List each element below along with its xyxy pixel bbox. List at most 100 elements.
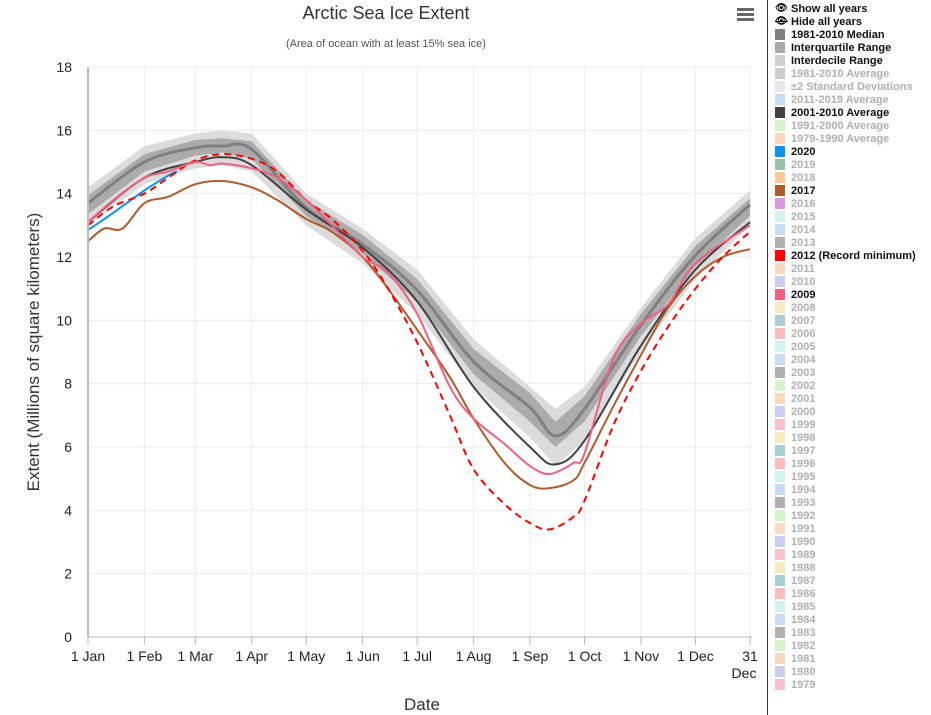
legend-swatch — [775, 159, 785, 170]
x-tick-label: 1 Nov — [623, 648, 660, 664]
legend-swatch — [775, 471, 785, 482]
legend-label: 2015 — [791, 210, 816, 223]
legend-swatch — [775, 276, 785, 287]
legend-swatch — [775, 497, 785, 508]
legend-item[interactable]: 1987 — [775, 574, 815, 587]
legend-item[interactable]: 2018 — [775, 171, 815, 184]
legend-label: 2017 — [791, 184, 816, 197]
legend-label: 2005 — [791, 340, 816, 353]
legend-item[interactable]: 1994 — [775, 483, 815, 496]
legend-swatch — [775, 29, 785, 40]
legend-item[interactable]: 2011-2019 Average — [775, 93, 889, 106]
legend-swatch — [775, 380, 785, 391]
legend-item[interactable]: 1991-2000 Average — [775, 119, 889, 132]
legend-label: Interdecile Range — [791, 54, 883, 67]
legend-item[interactable]: 1979-1990 Average — [775, 132, 889, 145]
legend-item[interactable]: Interdecile Range — [775, 54, 883, 67]
hamburger-menu-icon[interactable] — [737, 8, 754, 22]
legend-item[interactable]: 2001-2010 Average — [775, 106, 889, 119]
legend-swatch — [775, 68, 785, 79]
legend-label: 1996 — [791, 457, 816, 470]
legend-swatch — [775, 172, 785, 183]
legend-item[interactable]: 2002 — [775, 379, 815, 392]
legend-label: 1979-1990 Average — [791, 132, 890, 145]
legend-swatch — [775, 94, 785, 105]
legend-item[interactable]: 2007 — [775, 314, 815, 327]
legend-swatch — [775, 107, 785, 118]
legend-swatch — [775, 562, 785, 573]
legend-label: 2006 — [791, 327, 816, 340]
legend-item[interactable]: 1979 — [775, 678, 815, 691]
legend-item[interactable]: 2001 — [775, 392, 815, 405]
legend-item[interactable]: 1988 — [775, 561, 815, 574]
legend-item[interactable]: 1999 — [775, 418, 815, 431]
legend-item[interactable]: 2020 — [775, 145, 815, 158]
legend-item[interactable]: 2017 — [775, 184, 815, 197]
legend-label: 1981 — [791, 652, 816, 665]
series-2020 — [87, 170, 178, 231]
legend-swatch — [775, 627, 785, 638]
eye-icon: 👁 — [775, 3, 788, 14]
legend-swatch — [775, 523, 785, 534]
show-all-years-button[interactable]: 👁 Show all years — [775, 2, 868, 15]
legend-item[interactable]: 1986 — [775, 587, 815, 600]
legend-swatch — [775, 315, 785, 326]
legend-label: 1991-2000 Average — [791, 119, 890, 132]
x-tick-label: 1 Jan — [71, 648, 105, 664]
legend-item[interactable]: 2004 — [775, 353, 815, 366]
legend-swatch — [775, 341, 785, 352]
legend-item[interactable]: 2003 — [775, 366, 815, 379]
sea-ice-chart: 0 2 4 6 8 10 12 14 16 18 1 Jan 1 Feb 1 Mar 1 Apr 1 Ma… — [24, 3, 758, 714]
legend-item[interactable]: 1981-2010 Average — [775, 67, 889, 80]
legend-item[interactable]: 2000 — [775, 405, 815, 418]
legend-item[interactable]: 1991 — [775, 522, 815, 535]
legend-swatch — [775, 679, 785, 690]
legend-swatch — [775, 146, 785, 157]
legend-label: ±2 Standard Deviations — [791, 80, 913, 93]
legend-swatch — [775, 120, 785, 131]
legend-label: 2001-2010 Average — [791, 106, 890, 119]
legend-item[interactable]: 1990 — [775, 535, 815, 548]
legend-label: 1983 — [791, 626, 816, 639]
legend-item[interactable]: 2005 — [775, 340, 815, 353]
legend-item[interactable]: 2010 — [775, 275, 815, 288]
legend-item[interactable]: 1984 — [775, 613, 815, 626]
legend-item[interactable]: 1996 — [775, 457, 815, 470]
series-1981-2010-median — [87, 142, 752, 438]
legend-label: 2016 — [791, 197, 816, 210]
legend-item[interactable]: 1995 — [775, 470, 815, 483]
hide-all-years-button[interactable]: 👁 Hide all years — [775, 15, 862, 28]
y-tick-label: 14 — [56, 186, 72, 202]
y-tick-label: 6 — [64, 439, 72, 455]
legend-item[interactable]: 2009 — [775, 288, 815, 301]
legend-item[interactable]: 1985 — [775, 600, 815, 613]
legend-swatch — [775, 302, 785, 313]
legend-item[interactable]: 2016 — [775, 197, 815, 210]
x-tick-label: 1 May — [287, 648, 325, 664]
range-bands — [88, 130, 750, 467]
legend-item[interactable]: 1981-2010 Median — [775, 28, 885, 41]
legend-item[interactable]: 2019 — [775, 158, 815, 171]
legend-item[interactable]: Interquartile Range — [775, 41, 891, 54]
legend-item[interactable]: 1998 — [775, 431, 815, 444]
legend-item[interactable]: 2013 — [775, 236, 815, 249]
legend-item[interactable]: 1993 — [775, 496, 815, 509]
legend-label: 2012 (Record minimum) — [791, 249, 916, 262]
legend-item[interactable]: 2015 — [775, 210, 815, 223]
legend-item[interactable]: 2006 — [775, 327, 815, 340]
legend-item[interactable]: 2011 — [775, 262, 815, 275]
legend-item[interactable]: 1992 — [775, 509, 815, 522]
legend-item[interactable]: 2014 — [775, 223, 815, 236]
legend-item[interactable]: 1980 — [775, 665, 815, 678]
legend-item[interactable]: ±2 Standard Deviations — [775, 80, 913, 93]
legend-item[interactable]: 2012 (Record minimum) — [775, 249, 916, 262]
legend-swatch — [775, 367, 785, 378]
legend-item[interactable]: 1989 — [775, 548, 815, 561]
legend-item[interactable]: 2008 — [775, 301, 815, 314]
legend-swatch — [775, 133, 785, 144]
legend-swatch — [775, 237, 785, 248]
legend-item[interactable]: 1997 — [775, 444, 815, 457]
legend-item[interactable]: 1983 — [775, 626, 815, 639]
legend-item[interactable]: 1981 — [775, 652, 815, 665]
legend-item[interactable]: 1982 — [775, 639, 815, 652]
